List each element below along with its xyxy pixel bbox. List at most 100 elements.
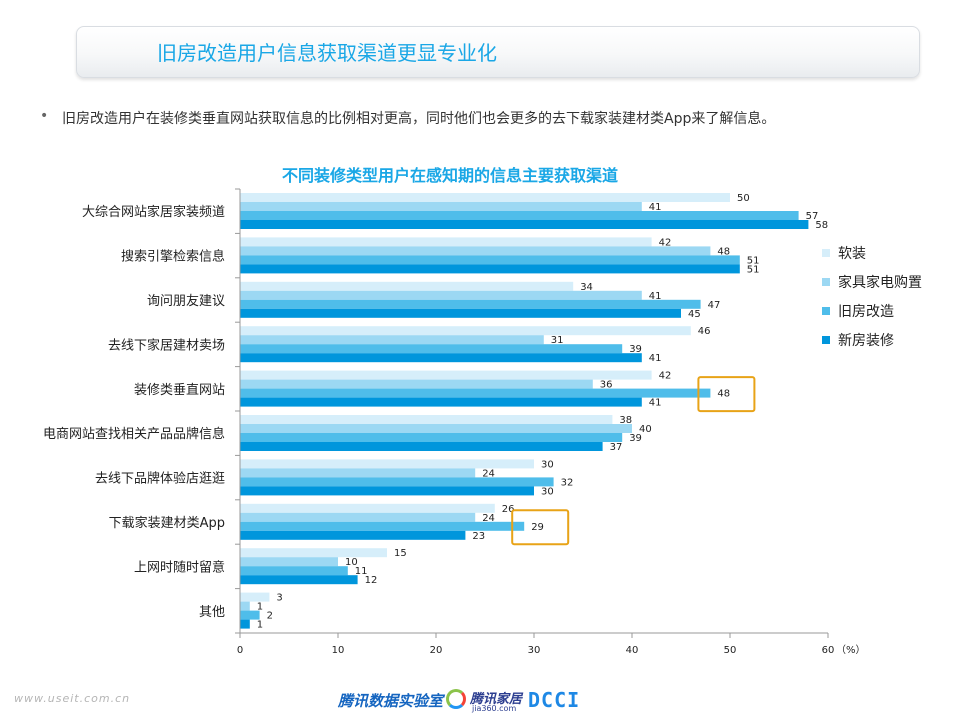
- data-label: 2: [267, 611, 273, 622]
- chart-title: 不同装修类型用户在感知期的信息主要获取渠道: [282, 166, 619, 185]
- x-axis-label: （%）: [836, 644, 866, 656]
- header-bar: 旧房改造用户信息获取渠道更显专业化: [76, 26, 920, 78]
- bar: [240, 486, 534, 496]
- data-label: 12: [365, 575, 378, 586]
- bar: [240, 397, 642, 407]
- bar: [240, 290, 642, 300]
- bar: [240, 344, 623, 354]
- data-label: 24: [482, 468, 495, 479]
- category-label: 下载家装建材类App: [109, 515, 225, 531]
- data-label: 1: [257, 602, 263, 613]
- data-label: 51: [747, 255, 760, 266]
- data-label: 48: [717, 389, 730, 400]
- bar: [240, 459, 534, 469]
- bar: [240, 477, 554, 487]
- data-label: 57: [806, 211, 819, 222]
- data-label: 15: [394, 548, 407, 559]
- x-tick-label: 20: [430, 645, 443, 656]
- data-label: 11: [355, 566, 368, 577]
- footer-dcci-logo: DCCI: [528, 688, 581, 712]
- bar: [240, 601, 250, 611]
- home-logo-icon: [446, 689, 466, 709]
- bar: [240, 415, 613, 424]
- category-label: 其他: [199, 605, 225, 620]
- bar: [240, 575, 358, 585]
- bar: [240, 557, 338, 567]
- bar: [240, 442, 603, 451]
- x-tick-label: 30: [528, 645, 541, 656]
- data-label: 41: [649, 353, 662, 364]
- data-label: 31: [551, 335, 564, 346]
- bar: [240, 530, 466, 540]
- data-label: 48: [717, 246, 730, 257]
- bar: [240, 370, 652, 380]
- data-label: 45: [688, 309, 701, 320]
- legend-swatch: [822, 278, 830, 286]
- bar: [240, 264, 740, 274]
- category-label: 上网时随时留意: [134, 559, 225, 575]
- bar: [240, 246, 711, 256]
- data-label: 42: [659, 237, 672, 248]
- bar: [240, 211, 799, 220]
- bar: [240, 220, 809, 229]
- data-label: 51: [747, 264, 760, 275]
- data-label: 39: [629, 344, 642, 355]
- category-label: 电商网站查找相关产品品牌信息: [43, 426, 225, 442]
- bar: [240, 379, 593, 389]
- x-tick-label: 10: [332, 645, 345, 656]
- bar: [240, 326, 691, 336]
- bar: [240, 566, 348, 576]
- bar: [240, 468, 476, 478]
- bar: [240, 299, 701, 309]
- data-label: 40: [639, 424, 652, 435]
- data-label: 47: [708, 300, 721, 311]
- category-label: 装修类垂直网站: [134, 383, 225, 398]
- data-label: 29: [531, 522, 544, 533]
- category-label: 询问朋友建议: [147, 293, 225, 309]
- data-label: 1: [257, 620, 263, 631]
- bar: [240, 512, 476, 522]
- page-title: 旧房改造用户信息获取渠道更显专业化: [157, 41, 497, 65]
- data-label: 41: [649, 398, 662, 409]
- bullet-dot: •: [40, 108, 49, 124]
- legend-label: 新房装修: [838, 333, 894, 349]
- footer-home-logo: 腾讯家居: [470, 692, 523, 707]
- bar: [240, 255, 740, 265]
- data-label: 10: [345, 557, 358, 568]
- legend-label: 软装: [838, 246, 866, 262]
- legend-swatch: [822, 307, 830, 315]
- x-tick-label: 40: [626, 645, 639, 656]
- x-tick-label: 0: [237, 645, 243, 656]
- data-label: 42: [659, 371, 672, 382]
- legend-label: 家具家电购置: [838, 274, 922, 291]
- bar: [240, 308, 681, 318]
- bar: [240, 592, 270, 602]
- data-label: 58: [815, 220, 828, 231]
- data-label: 30: [541, 486, 554, 497]
- data-label: 41: [649, 202, 662, 213]
- bar: [240, 424, 632, 433]
- footer-home-sub: jia360.com: [472, 704, 517, 713]
- data-label: 30: [541, 459, 554, 470]
- x-tick-label: 60: [822, 645, 835, 656]
- data-label: 50: [737, 193, 750, 204]
- bar: [240, 353, 642, 363]
- data-label: 41: [649, 291, 662, 302]
- category-label: 去线下家居建材卖场: [108, 337, 225, 353]
- data-label: 37: [610, 442, 623, 453]
- data-label: 23: [472, 531, 485, 542]
- bar: [240, 237, 652, 247]
- bullet-text: 旧房改造用户在装修类垂直网站获取信息的比例相对更高，同时他们也会更多的去下载家装…: [62, 111, 776, 127]
- legend-label: 旧房改造: [838, 304, 894, 320]
- bar: [240, 619, 250, 629]
- bar: [240, 521, 525, 531]
- x-tick-label: 50: [724, 645, 737, 656]
- category-label: 去线下品牌体验店逛逛: [95, 471, 225, 487]
- bar: [240, 202, 642, 211]
- highlight-box: [511, 509, 570, 546]
- data-label: 32: [561, 477, 574, 488]
- category-label: 大综合网站家居家装频道: [82, 204, 225, 220]
- highlight-box: [697, 376, 756, 413]
- data-label: 34: [580, 282, 593, 293]
